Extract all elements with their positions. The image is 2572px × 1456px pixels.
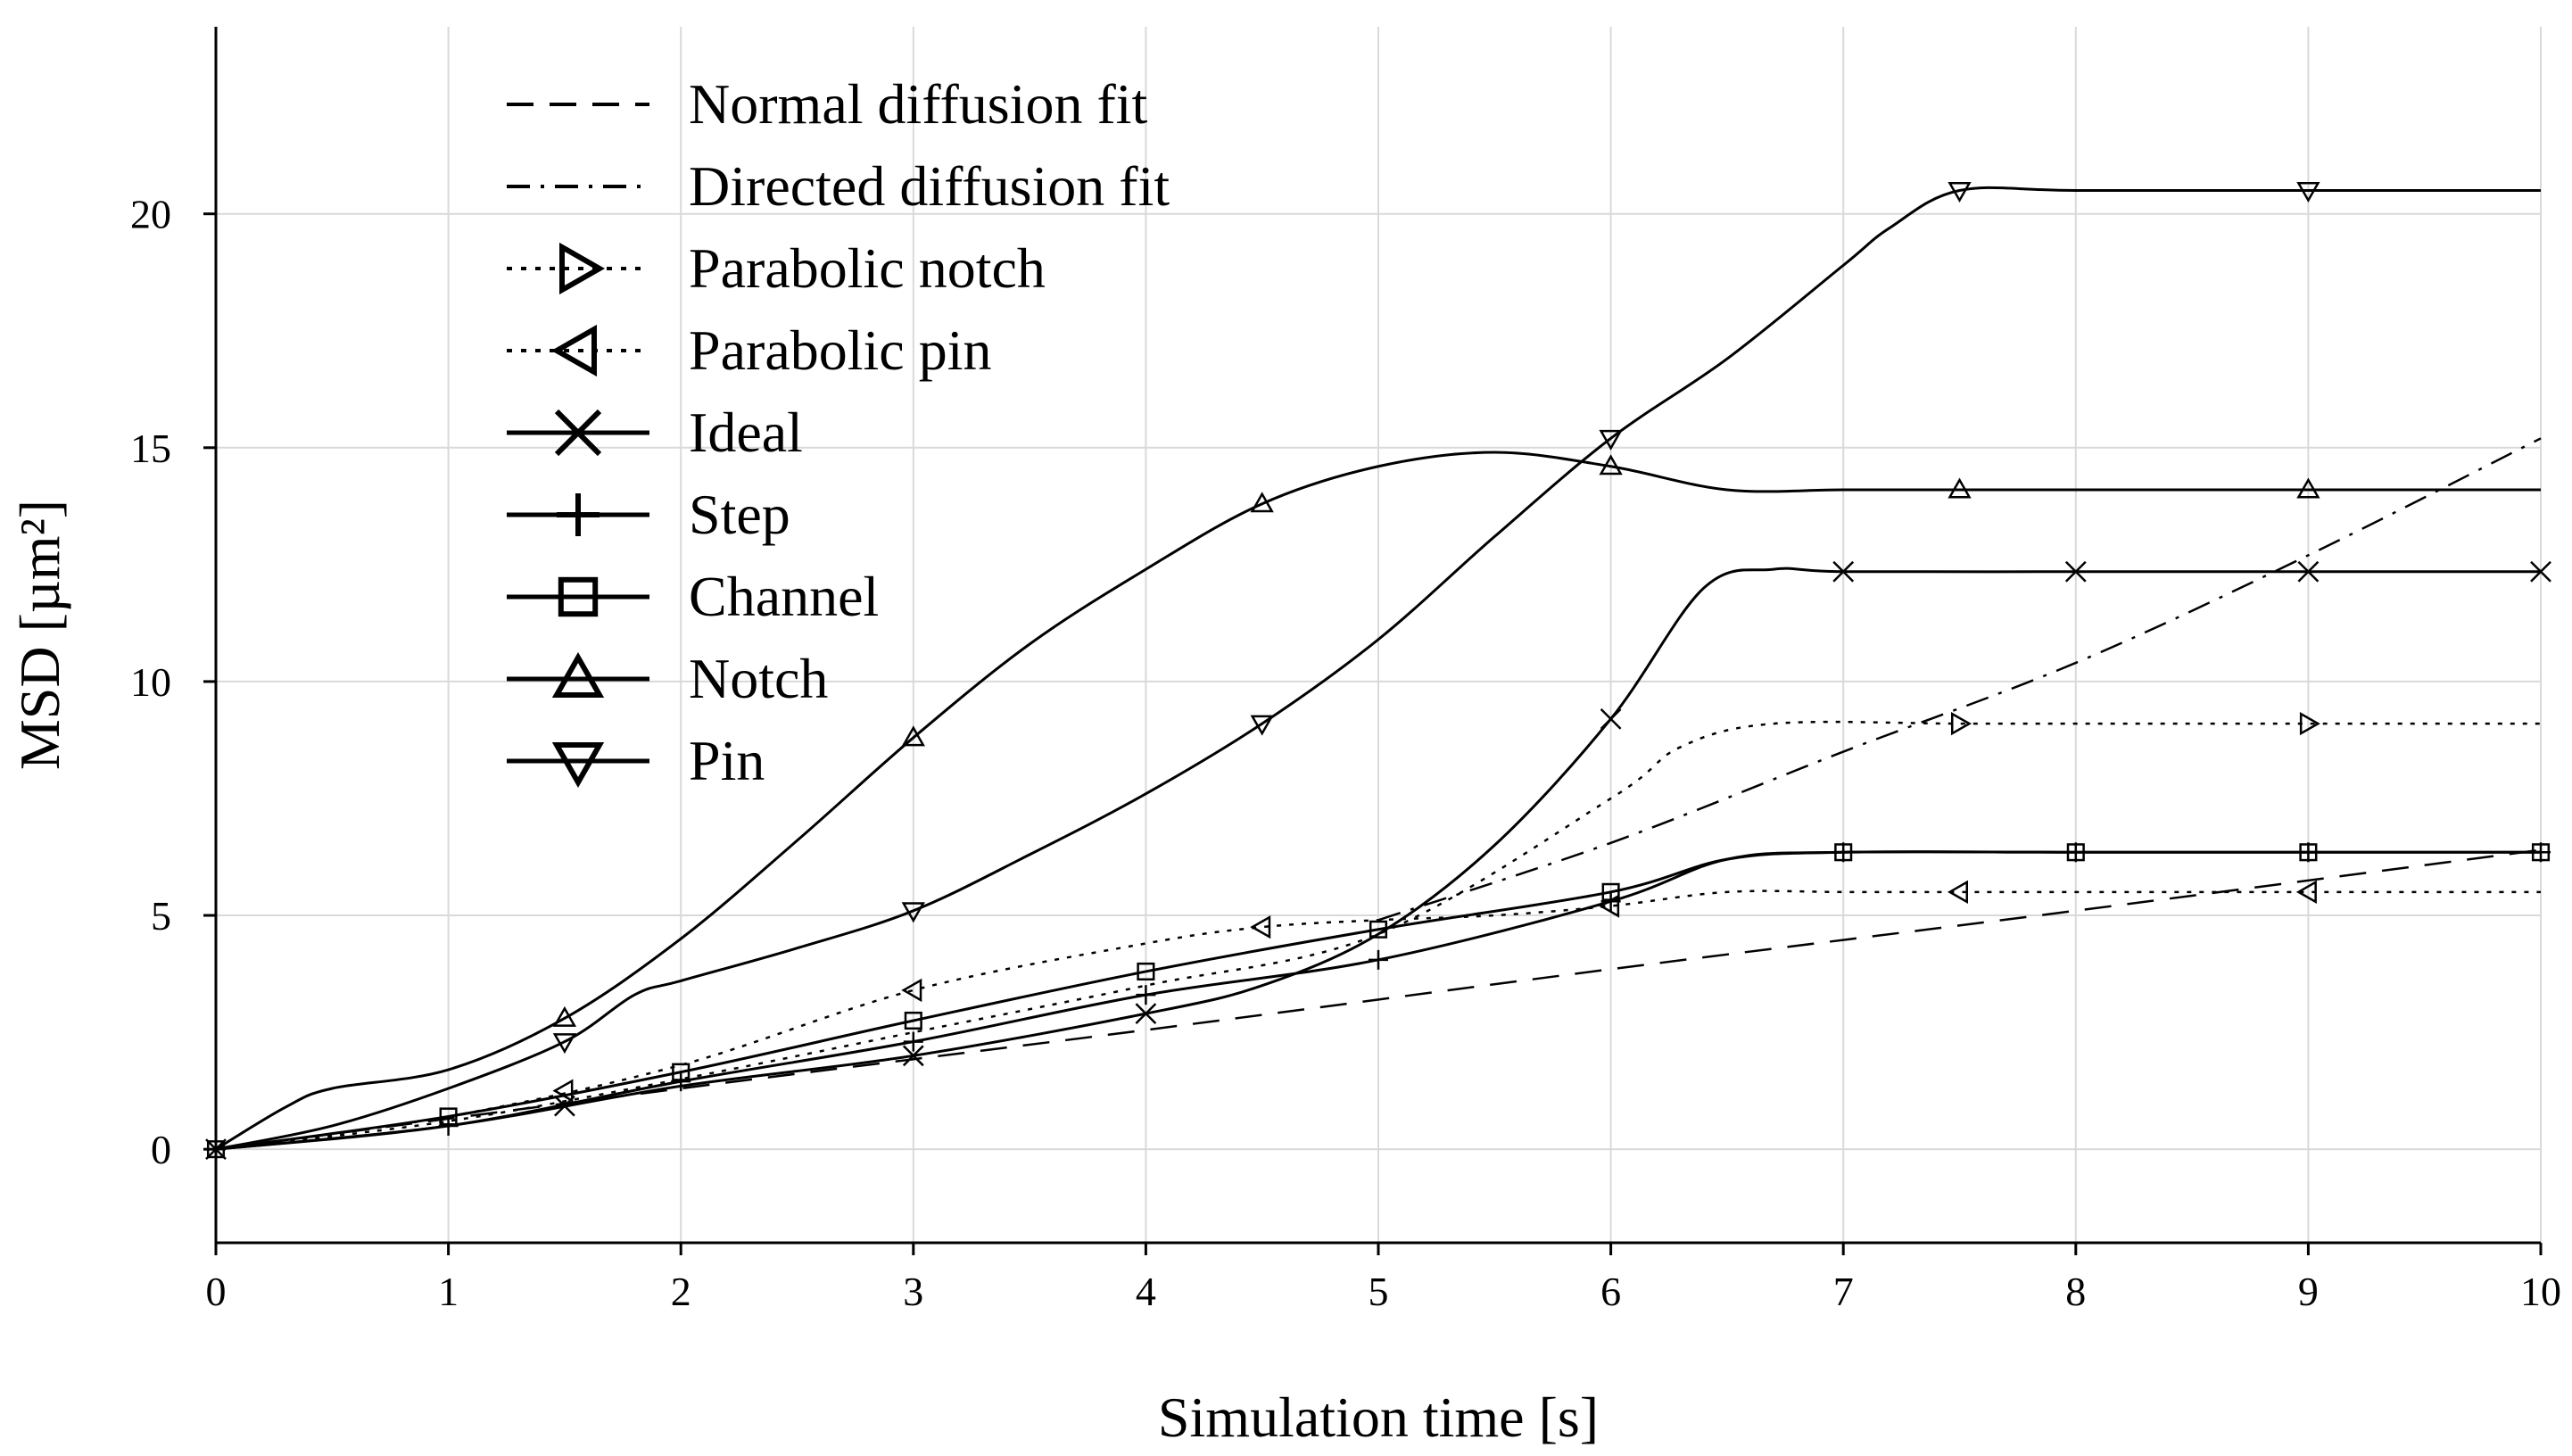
legend-item-directed-diffusion-fit: Directed diffusion fit (507, 154, 1170, 218)
marker-parabolic-pin (901, 978, 922, 1003)
marker-channel (2531, 843, 2551, 862)
marker-channel (1369, 920, 1388, 939)
marker-channel (1601, 882, 1620, 901)
legend-item-ideal: Ideal (507, 401, 803, 464)
legend-item-notch: Notch (507, 647, 828, 710)
x-tick-label: 1 (438, 1269, 459, 1314)
series-line-directed-diffusion-fit (1377, 437, 2542, 922)
marker-ideal (2530, 560, 2551, 583)
legend-marker (551, 651, 605, 698)
marker-pin (1948, 181, 1972, 203)
marker-pin (552, 1033, 577, 1055)
legend-label: Pin (689, 729, 765, 792)
grid (215, 27, 2542, 1243)
y-tick-label: 15 (130, 426, 171, 471)
marker-channel (2066, 843, 2085, 862)
marker-channel (904, 1011, 922, 1030)
series-line-channel (215, 850, 2541, 1151)
marker-step (671, 1071, 691, 1092)
marker-step (1136, 985, 1156, 1005)
x-tick-label: 0 (206, 1269, 227, 1314)
marker-notch (1250, 492, 1274, 513)
legend-item-step: Step (507, 483, 790, 546)
legend-label: Parabolic pin (689, 318, 991, 382)
marker-ideal (1135, 1003, 1157, 1025)
x-tick-label: 7 (1833, 1269, 1854, 1314)
marker-parabolic-notch (1951, 711, 1972, 736)
marker-channel (1137, 962, 1155, 980)
legend-label: Ideal (689, 401, 803, 464)
legend-label: Directed diffusion fit (689, 154, 1170, 218)
x-tick-label: 5 (1369, 1269, 1389, 1314)
legend-item-pin: Pin (507, 729, 765, 792)
marker-pin (1599, 429, 1623, 451)
marker-parabolic-pin (1250, 914, 1271, 939)
marker-ideal (2064, 560, 2087, 583)
marker-notch (1599, 454, 1623, 476)
legend: Normal diffusion fit Directed diffusion f… (507, 72, 1170, 792)
axes: 0 1 2 3 4 5 6 7 8 9 10 0 5 10 15 20 (130, 27, 2561, 1314)
legend-item-parabolic-notch: Parabolic notch (507, 236, 1046, 300)
marker-pin (2296, 181, 2320, 203)
marker-notch (552, 1005, 577, 1027)
x-axis-title: Simulation time [s] (1158, 1386, 1599, 1449)
series-pin (215, 181, 2541, 1151)
x-tick-label: 6 (1600, 1269, 1621, 1314)
legend-marker (559, 242, 606, 295)
legend-label: Step (689, 483, 790, 546)
marker-parabolic-notch (2299, 711, 2320, 736)
series-parabolic-notch (215, 711, 2541, 1151)
y-tick-label: 0 (151, 1127, 171, 1172)
legend-item-channel: Channel (507, 565, 879, 628)
marker-step (1600, 891, 1621, 912)
y-axis-title: MSD [µm²] (8, 500, 71, 770)
legend-marker (550, 324, 597, 377)
marker-notch (2296, 477, 2320, 499)
marker-channel (439, 1107, 458, 1126)
series-notch (215, 451, 2541, 1151)
marker-channel (1834, 843, 1853, 862)
marker-channel (2299, 843, 2318, 862)
series-layer (205, 181, 2551, 1161)
marker-parabolic-pin (1947, 880, 1968, 904)
x-tick-label: 8 (2065, 1269, 2086, 1314)
legend-marker (551, 742, 605, 789)
marker-ideal (902, 1045, 924, 1067)
marker-ideal (2297, 560, 2320, 583)
series-line-notch (215, 451, 2541, 1151)
series-directed-diffusion-fit (1377, 437, 2542, 922)
marker-pin (1250, 715, 1274, 736)
marker-ideal (1832, 560, 1855, 583)
marker-parabolic-pin (2295, 880, 2317, 904)
marker-notch (901, 725, 925, 747)
legend-marker (554, 409, 602, 457)
marker-step (1369, 949, 1388, 970)
legend-marker (558, 576, 599, 617)
marker-notch (1948, 477, 1972, 499)
y-tick-label: 20 (130, 192, 171, 237)
legend-label: Channel (689, 565, 879, 628)
series-line-parabolic-pin (215, 889, 2541, 1151)
legend-label: Parabolic notch (689, 236, 1046, 300)
legend-label: Normal diffusion fit (689, 72, 1148, 136)
x-tick-label: 9 (2298, 1269, 2319, 1314)
marker-step (903, 1031, 923, 1052)
x-tick-label: 4 (1136, 1269, 1156, 1314)
series-line-pin (215, 186, 2541, 1151)
x-tick-label: 10 (2520, 1269, 2561, 1314)
y-tick-label: 10 (130, 659, 171, 705)
x-tick-label: 2 (671, 1269, 691, 1314)
x-tick-label: 3 (903, 1269, 923, 1314)
marker-channel (672, 1063, 691, 1081)
legend-item-parabolic-pin: Parabolic pin (507, 318, 991, 382)
marker-pin (901, 902, 925, 923)
legend-marker (557, 493, 600, 536)
legend-label: Notch (689, 647, 828, 710)
series-line-parabolic-notch (215, 720, 2541, 1151)
y-tick-label: 5 (151, 893, 171, 939)
legend-item-normal-diffusion-fit: Normal diffusion fit (507, 72, 1148, 136)
marker-step (438, 1115, 459, 1136)
marker-ideal (1600, 707, 1622, 730)
